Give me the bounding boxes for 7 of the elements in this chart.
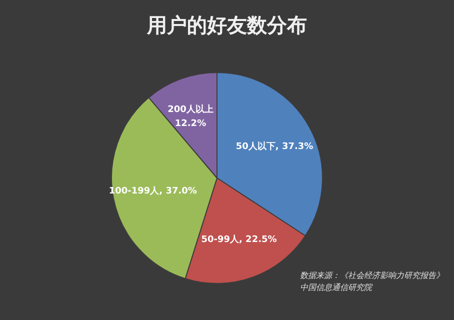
slice-label: 200人以上 xyxy=(168,104,214,115)
text: 中国信息通信研究院 xyxy=(300,282,374,294)
data-label: 12.2% xyxy=(174,118,206,129)
slice-label: 50人以下, 37.3% xyxy=(236,141,314,152)
chart-title: 用户的好友数分布 xyxy=(146,12,308,39)
source-note: 数据来源：《社会经济影响力研究报告》 xyxy=(300,270,444,282)
slice-label: 50-99人, 22.5% xyxy=(201,234,277,245)
